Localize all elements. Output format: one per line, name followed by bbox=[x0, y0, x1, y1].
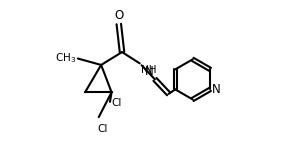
Text: Cl: Cl bbox=[97, 124, 108, 133]
Text: N: N bbox=[144, 65, 153, 78]
Text: Cl: Cl bbox=[112, 98, 122, 109]
Text: N: N bbox=[212, 83, 221, 96]
Text: O: O bbox=[114, 9, 123, 22]
Text: NH: NH bbox=[141, 65, 157, 75]
Text: CH$_3$: CH$_3$ bbox=[55, 51, 77, 65]
